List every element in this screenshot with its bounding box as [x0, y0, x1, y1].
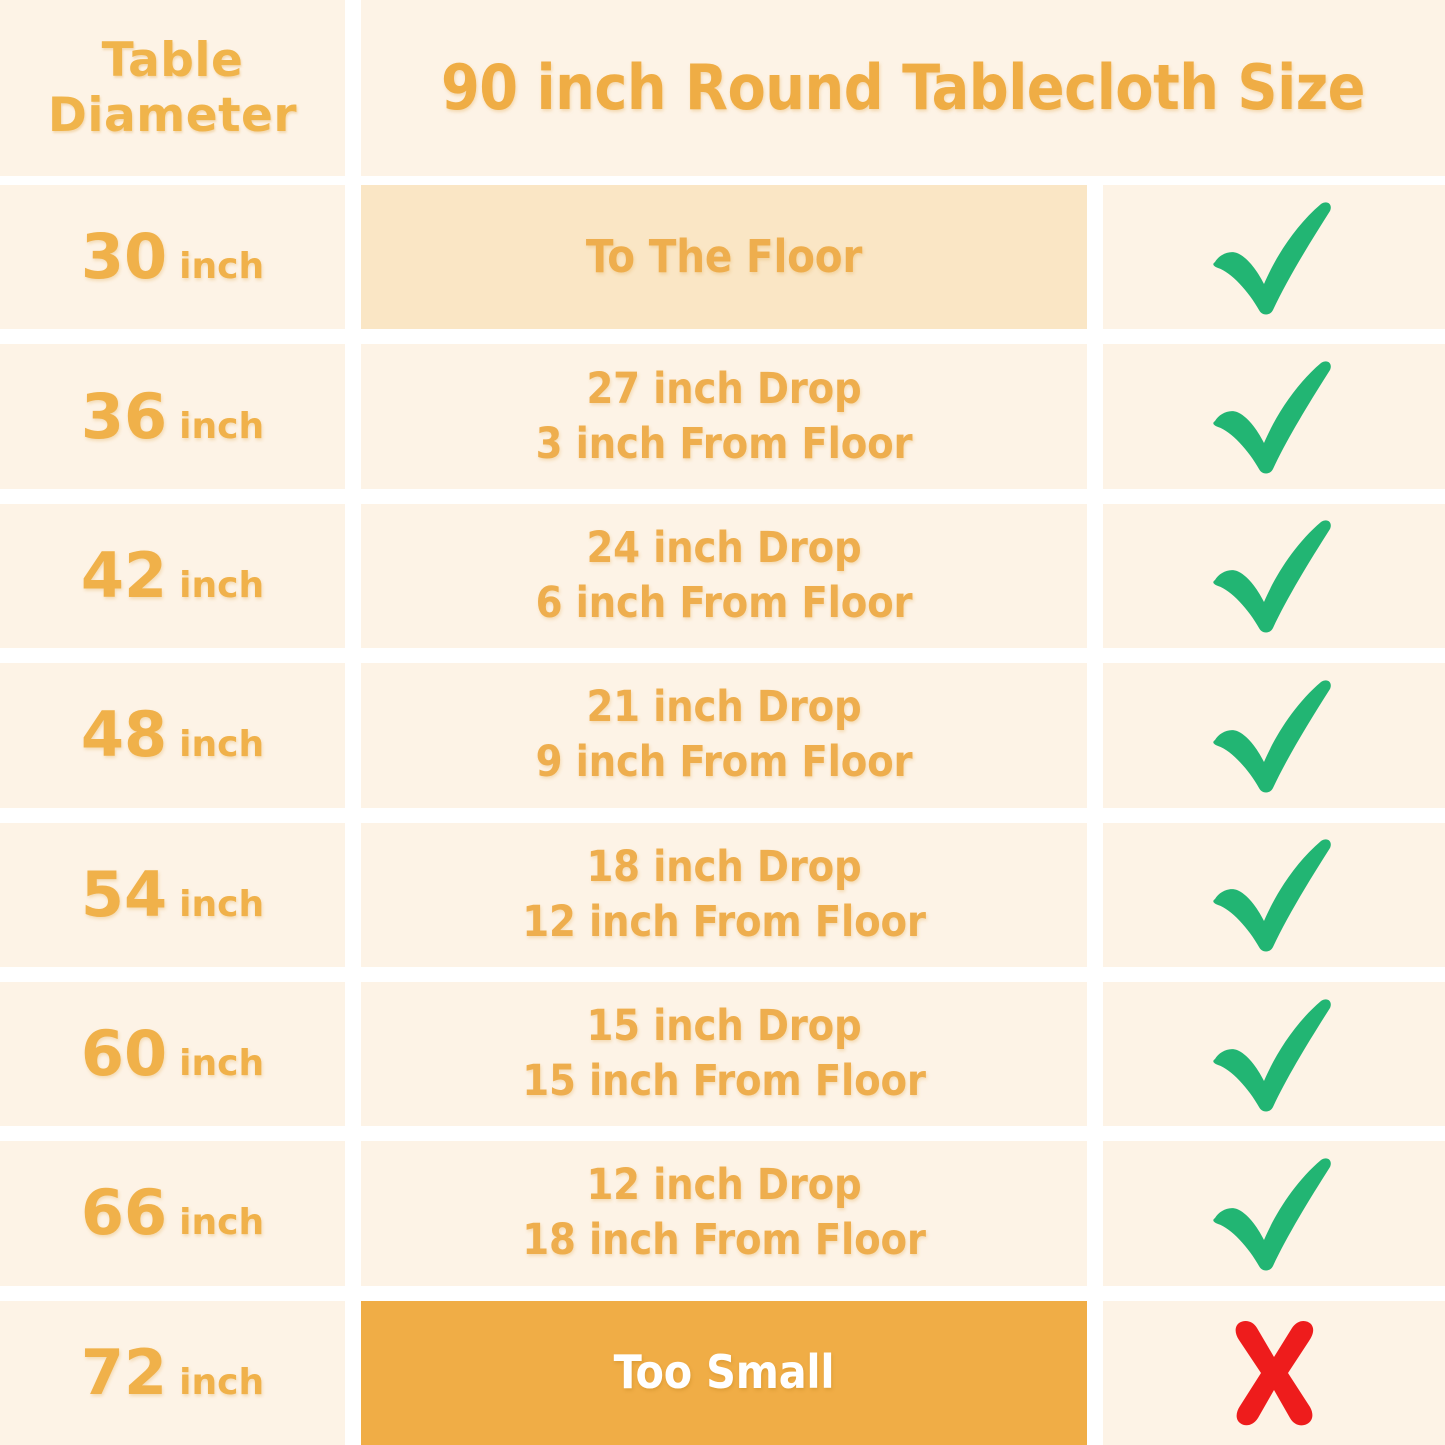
cell-table-diameter: 60 inch [0, 981, 345, 1127]
diameter-number: 42 [80, 538, 168, 612]
cell-drop-description: Too Small [361, 1300, 1087, 1445]
diameter-number: 72 [80, 1335, 168, 1409]
table-row: 30 inch To The Floor [0, 185, 1445, 330]
cell-status [1103, 663, 1445, 808]
diameter-value-group: 30 inch [81, 226, 264, 288]
table-row: 72 inch Too Small [0, 1300, 1445, 1445]
cell-drop-description: 15 inch Drop 15 inch From Floor [361, 981, 1087, 1127]
check-icon [1213, 839, 1331, 952]
cell-table-diameter: 36 inch [0, 344, 345, 489]
cell-drop-description: 24 inch Drop 6 inch From Floor [361, 503, 1087, 649]
diameter-number: 36 [80, 379, 168, 453]
cell-drop-description: 27 inch Drop 3 inch From Floor [361, 344, 1087, 489]
cell-drop-description: 18 inch Drop 12 inch From Floor [361, 822, 1087, 967]
diameter-unit: inch [179, 1043, 265, 1085]
cell-status [1103, 185, 1445, 330]
drop-description-text: 15 inch Drop 15 inch From Floor [522, 1001, 926, 1107]
diameter-number: 30 [80, 220, 168, 294]
table-row: 42 inch 24 inch Drop 6 inch From Floor [0, 503, 1445, 649]
header-diameter-label: Table Diameter [47, 32, 298, 143]
diameter-value-group: 72 inch [80, 1335, 265, 1409]
drop-description-text: 27 inch Drop 3 inch From Floor [535, 363, 913, 469]
check-icon [1213, 1158, 1331, 1271]
drop-description-text: 24 inch Drop 6 inch From Floor [535, 522, 913, 628]
check-icon [1213, 680, 1331, 793]
diameter-value-group: 36 inch [80, 379, 265, 453]
diameter-number: 48 [80, 698, 168, 772]
cell-table-diameter: 48 inch [0, 663, 345, 808]
header-cell-table-diameter: Table Diameter [0, 0, 345, 176]
drop-description-text: 12 inch Drop 18 inch From Floor [522, 1160, 926, 1266]
cross-icon [1235, 1321, 1314, 1426]
table-row: 48 inch 21 inch Drop 9 inch From Floor [0, 663, 1445, 808]
table-header-row: Table Diameter 90 inch Round Tablecloth … [0, 0, 1445, 176]
drop-description-text: Too Small [613, 1345, 835, 1400]
drop-description-text: 18 inch Drop 12 inch From Floor [522, 841, 926, 947]
diameter-unit: inch [179, 405, 265, 447]
cell-status [1103, 981, 1445, 1127]
drop-description-text: To The Floor [585, 230, 863, 284]
diameter-unit: inch [179, 724, 265, 766]
table-row: 54 inch 18 inch Drop 12 inch From Floor [0, 822, 1445, 967]
cell-drop-description: To The Floor [361, 185, 1087, 330]
cell-table-diameter: 72 inch [0, 1300, 345, 1445]
cell-table-diameter: 30 inch [0, 185, 345, 330]
diameter-unit: inch [179, 883, 265, 925]
diameter-unit: inch [179, 246, 265, 288]
cell-status [1103, 503, 1445, 649]
drop-description-text: 21 inch Drop 9 inch From Floor [535, 682, 913, 788]
check-icon [1213, 520, 1331, 633]
diameter-unit: inch [179, 1202, 265, 1244]
diameter-value-group: 48 inch [81, 704, 264, 766]
diameter-unit: inch [179, 564, 265, 606]
cell-drop-description: 21 inch Drop 9 inch From Floor [361, 663, 1087, 808]
diameter-number: 54 [80, 857, 168, 931]
cell-table-diameter: 54 inch [0, 822, 345, 967]
table-row: 36 inch 27 inch Drop 3 inch From Floor [0, 344, 1445, 489]
table-body: 30 inch To The Floor 36 inch 27 inch Drop 3 i… [0, 176, 1445, 1445]
table-row: 60 inch 15 inch Drop 15 inch From Floor [0, 981, 1445, 1127]
check-icon [1213, 361, 1331, 474]
cell-status [1103, 822, 1445, 967]
cell-status [1103, 1141, 1445, 1286]
diameter-value-group: 66 inch [81, 1182, 264, 1244]
diameter-number: 66 [80, 1176, 168, 1250]
check-icon [1213, 998, 1331, 1112]
cell-table-diameter: 42 inch [0, 503, 345, 649]
diameter-value-group: 54 inch [80, 857, 265, 931]
cell-status [1103, 1300, 1445, 1445]
header-cell-title: 90 inch Round Tablecloth Size [361, 0, 1445, 176]
diameter-unit: inch [179, 1361, 265, 1403]
cell-table-diameter: 66 inch [0, 1141, 345, 1286]
cell-status [1103, 344, 1445, 489]
cell-drop-description: 12 inch Drop 18 inch From Floor [361, 1141, 1087, 1286]
check-icon [1213, 202, 1331, 315]
page-title: 90 inch Round Tablecloth Size [440, 51, 1366, 124]
table-row: 66 inch 12 inch Drop 18 inch From Floor [0, 1141, 1445, 1286]
diameter-value-group: 60 inch [81, 1023, 264, 1085]
diameter-number: 60 [80, 1017, 168, 1091]
diameter-value-group: 42 inch [80, 538, 265, 612]
